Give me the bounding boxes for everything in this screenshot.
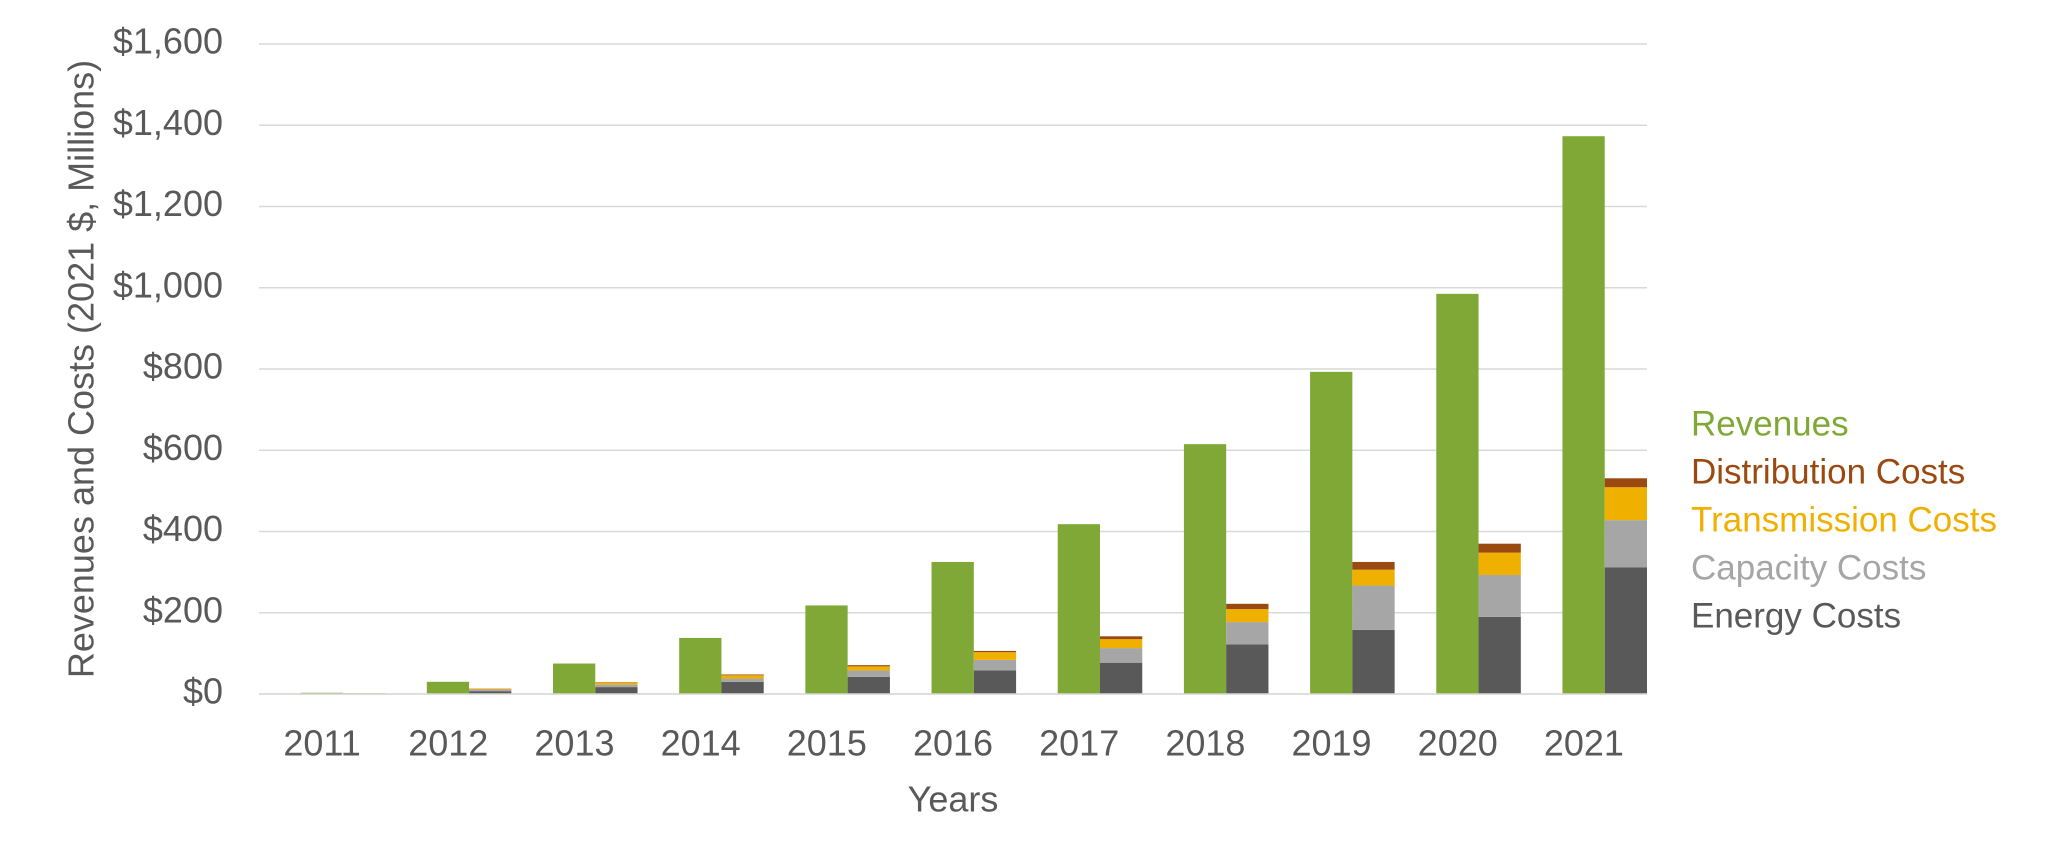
bar-segment bbox=[1604, 520, 1647, 568]
y-tick-label: $1,600 bbox=[113, 21, 223, 62]
bar bbox=[1183, 444, 1227, 694]
bar bbox=[679, 637, 722, 694]
x-tick-label: 2019 bbox=[1291, 723, 1371, 764]
bar bbox=[931, 561, 974, 694]
bar bbox=[1310, 371, 1353, 694]
bar-segment bbox=[847, 670, 890, 677]
bar-segment bbox=[1604, 478, 1647, 488]
bar-segment bbox=[1100, 662, 1143, 694]
bar bbox=[426, 681, 470, 694]
y-tick-label: $0 bbox=[183, 671, 223, 712]
bar-segment bbox=[1226, 609, 1269, 623]
x-tick-label: 2015 bbox=[787, 723, 867, 764]
bar-segment bbox=[595, 684, 638, 688]
y-tick-label: $800 bbox=[143, 346, 223, 387]
bar-segment bbox=[1604, 487, 1647, 521]
bar-segment bbox=[1226, 603, 1269, 610]
bar-segment bbox=[469, 689, 512, 690]
bar-segment bbox=[973, 670, 1017, 694]
x-tick-label: 2017 bbox=[1039, 723, 1119, 764]
x-axis-title: Years bbox=[908, 779, 999, 820]
bar-segment bbox=[1100, 639, 1143, 649]
bar-segment bbox=[721, 678, 764, 682]
bar-segment bbox=[469, 691, 512, 694]
bar-segment bbox=[847, 676, 890, 694]
x-tick-label: 2011 bbox=[283, 723, 360, 764]
bar-segment bbox=[1226, 644, 1269, 694]
y-tick-label: $600 bbox=[143, 427, 223, 468]
bar-segment bbox=[1352, 629, 1395, 694]
y-tick-label: $400 bbox=[143, 508, 223, 549]
y-tick-label: $1,400 bbox=[113, 102, 223, 143]
bar-segment bbox=[721, 675, 764, 679]
bar-segment bbox=[1478, 543, 1521, 553]
x-tick-label: 2013 bbox=[534, 723, 614, 764]
bar-segment bbox=[1226, 622, 1269, 645]
bar-segment bbox=[595, 687, 638, 694]
bar-segment bbox=[1100, 648, 1143, 663]
bar-segment bbox=[847, 665, 890, 667]
bar bbox=[1057, 524, 1101, 694]
x-tick-label: 2018 bbox=[1165, 723, 1245, 764]
bar-segment bbox=[1352, 569, 1395, 586]
bar-segment bbox=[1352, 585, 1395, 630]
legend-label: Capacity Costs bbox=[1691, 548, 1926, 587]
bar-segment bbox=[721, 681, 764, 694]
legend-label: Transmission Costs bbox=[1691, 500, 1997, 539]
bar-segment bbox=[721, 674, 764, 676]
legend-label: Revenues bbox=[1691, 404, 1849, 443]
y-axis-title: Revenues and Costs (2021 $, Millions) bbox=[61, 60, 102, 678]
bar-segment bbox=[1604, 567, 1647, 694]
legend-label: Distribution Costs bbox=[1691, 452, 1965, 491]
x-tick-label: 2014 bbox=[661, 723, 741, 764]
bar bbox=[805, 605, 848, 694]
bar-segment bbox=[847, 666, 890, 671]
bar-segment bbox=[1352, 561, 1395, 570]
bar-segment bbox=[973, 652, 1017, 660]
bar bbox=[1436, 293, 1479, 694]
bar-segment bbox=[1478, 616, 1521, 694]
legend-label: Energy Costs bbox=[1691, 596, 1901, 635]
y-tick-label: $200 bbox=[143, 589, 223, 630]
bar-segment bbox=[973, 659, 1017, 671]
x-tick-label: 2016 bbox=[913, 723, 993, 764]
bar-segment bbox=[1478, 574, 1521, 617]
y-tick-label: $1,200 bbox=[113, 183, 223, 224]
bar-segment bbox=[595, 682, 638, 685]
x-tick-label: 2012 bbox=[408, 723, 488, 764]
x-tick-label: 2021 bbox=[1544, 723, 1624, 764]
bar bbox=[553, 663, 596, 694]
bar-segment bbox=[469, 689, 512, 692]
bar bbox=[1562, 136, 1605, 694]
y-tick-label: $1,000 bbox=[113, 264, 223, 305]
bar-segment bbox=[1100, 636, 1143, 640]
x-tick-label: 2020 bbox=[1418, 723, 1498, 764]
bar-segment bbox=[973, 650, 1017, 653]
bar-segment bbox=[1478, 552, 1521, 575]
